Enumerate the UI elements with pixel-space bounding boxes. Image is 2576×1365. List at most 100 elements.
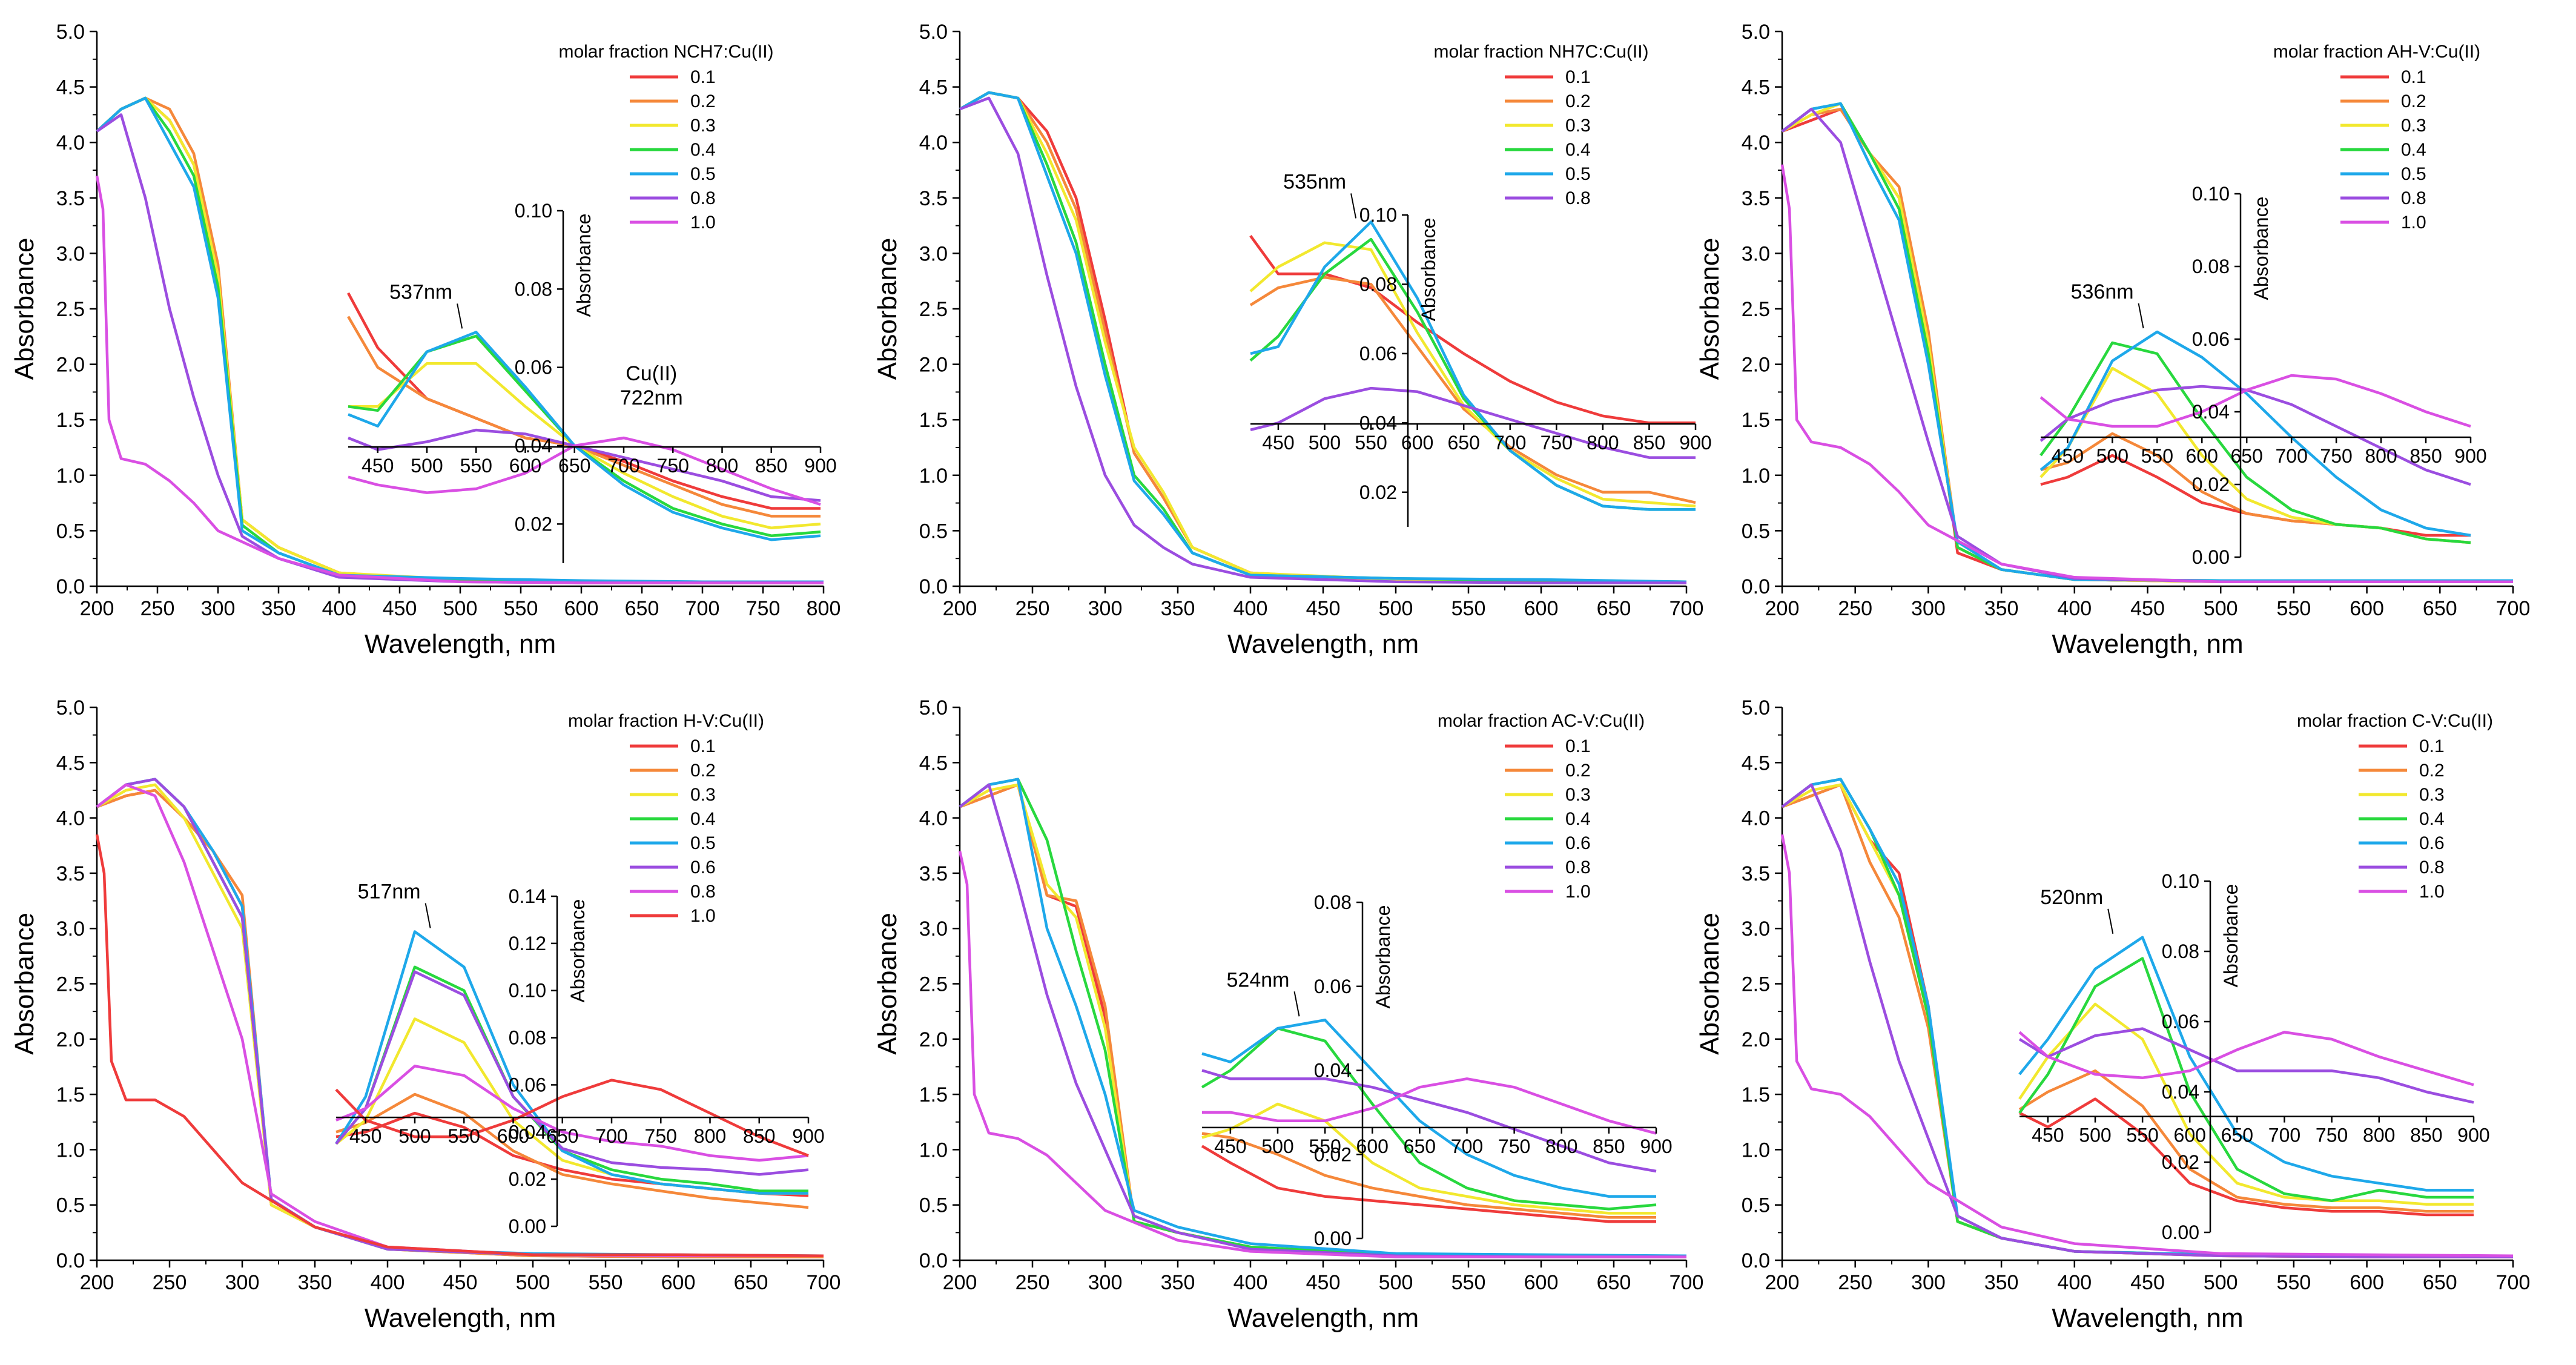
y-tick-label: 2.5	[1742, 298, 1770, 321]
inset-x-tick-label: 550	[1355, 432, 1387, 454]
y-tick-label: 0.0	[56, 1249, 85, 1272]
x-tick-label: 200	[80, 1271, 114, 1294]
y-tick-label: 2.5	[919, 973, 948, 996]
legend-label: 1.0	[690, 906, 716, 926]
x-tick-label: 600	[2350, 597, 2384, 620]
inset-series-line-0-5	[2039, 330, 2471, 537]
y-tick-label: 1.5	[919, 1083, 948, 1106]
inset-series-line-0-8	[1201, 1069, 1657, 1173]
inset-chart: 450 500 550 600 650 700 750 800 850 900 0.00 0.02 0.…	[335, 880, 825, 1237]
y-tick-label: 2.0	[56, 354, 85, 377]
x-tick-label: 450	[2130, 1271, 2165, 1294]
legend-label: 0.2	[1565, 91, 1591, 111]
y-tick-label: 2.0	[919, 1028, 948, 1051]
inset-x-tick-label: 550	[460, 455, 492, 477]
y-tick-label: 0.5	[56, 520, 85, 543]
inset-x-tick-label: 900	[792, 1125, 824, 1147]
x-tick-label: 550	[504, 597, 538, 620]
inset-y-tick-label: 0.08	[509, 1027, 546, 1049]
legend-label: 0.2	[1565, 761, 1591, 781]
x-tick-label: 600	[1524, 1271, 1559, 1294]
inset-series-line-0-6	[1201, 1019, 1656, 1198]
inset-y-tick-label: 0.06	[1359, 343, 1397, 365]
x-axis-title: Wavelength, nm	[365, 629, 556, 659]
legend-label: 0.1	[690, 736, 716, 756]
x-tick-label: 250	[1016, 1271, 1050, 1294]
inset-series-line-0-1	[2019, 1097, 2474, 1217]
legend-label: 0.4	[1565, 809, 1591, 829]
inset-x-tick-label: 850	[2409, 445, 2442, 467]
y-tick-label: 0.5	[1742, 520, 1770, 543]
x-tick-label: 650	[1597, 597, 1631, 620]
inset-x-tick-label: 700	[607, 455, 639, 477]
x-tick-label: 450	[443, 1271, 478, 1294]
y-tick-label: 4.0	[56, 131, 85, 154]
y-tick-label: 2.0	[1742, 1028, 1770, 1051]
legend-label: 0.2	[690, 91, 716, 111]
x-tick-label: 400	[371, 1271, 405, 1294]
inset-series-line-1-0	[2039, 374, 2471, 428]
y-tick-label: 4.0	[1742, 131, 1770, 154]
x-tick-label: 500	[1379, 597, 1413, 620]
inset-series-line-0-2	[1201, 1132, 1656, 1219]
inset-x-tick-label: 600	[1356, 1135, 1389, 1157]
inset-series-line-0-4	[1201, 1026, 1657, 1211]
inset-x-tick-label: 650	[1447, 432, 1479, 454]
inset-chart: 450 500 550 600 650 700 750 800 850 900 0.00 0.02 0.…	[2018, 870, 2490, 1243]
inset-y-tick-label: 0.06	[2162, 1011, 2199, 1033]
inset-y-tick-label: 0.12	[509, 933, 546, 954]
inset-x-tick-label: 850	[743, 1125, 775, 1147]
annotation-leader-line	[1293, 991, 1300, 1017]
x-tick-label: 250	[1016, 597, 1050, 620]
inset-x-tick-label: 800	[706, 455, 738, 477]
series-line-0-6	[1781, 778, 2513, 1257]
inset-x-tick-label: 550	[1309, 1135, 1341, 1157]
y-tick-label: 0.5	[1742, 1194, 1770, 1217]
legend-label: 0.3	[1565, 785, 1591, 805]
inset-y-axis-title: Absorbance	[1372, 905, 1394, 1009]
inset-series-line-0-8	[1250, 386, 1696, 459]
inset-x-tick-label: 850	[2410, 1125, 2442, 1146]
legend-label: 0.4	[2401, 140, 2426, 160]
y-tick-label: 3.0	[56, 917, 85, 940]
y-tick-label: 2.5	[919, 298, 948, 321]
inset-series-line-0-6	[335, 970, 809, 1176]
inset-series-line-0-2	[1249, 276, 1696, 504]
inset-x-tick-label: 750	[1498, 1135, 1530, 1157]
x-tick-label: 350	[1161, 1271, 1195, 1294]
annotation-leader-line	[457, 303, 463, 329]
x-tick-label: 200	[943, 597, 977, 620]
peak-annotation: 537nm	[389, 280, 452, 303]
inset-x-tick-label: 800	[2363, 1125, 2395, 1146]
y-tick-label: 4.0	[1742, 807, 1770, 830]
x-tick-label: 450	[2130, 597, 2165, 620]
y-tick-label: 1.5	[1742, 409, 1770, 432]
x-tick-label: 500	[2204, 1271, 2238, 1294]
inset-y-tick-label: 0.04	[2192, 401, 2230, 423]
x-tick-label: 300	[1088, 1271, 1123, 1294]
legend-label: 0.6	[2419, 833, 2445, 853]
inset-series-line-1-0	[1202, 1077, 1657, 1135]
inset-x-tick-label: 900	[1640, 1135, 1672, 1157]
x-tick-label: 550	[589, 1271, 623, 1294]
inset-series-line-0-1	[1201, 1145, 1656, 1223]
inset-series-line-0-1	[2040, 454, 2471, 537]
inset-y-tick-label: 0.00	[509, 1215, 546, 1237]
x-tick-label: 250	[140, 597, 175, 620]
inset-y-tick-label: 0.10	[1359, 204, 1397, 226]
x-tick-label: 550	[1451, 1271, 1486, 1294]
y-tick-label: 0.0	[56, 575, 85, 598]
legend: molar fraction NH7C:Cu(II) 0.1 0.2 0.3 0.4 0.…	[1433, 42, 1648, 208]
inset-y-tick-label: 0.08	[1314, 891, 1352, 913]
annotation-leader-line	[2138, 303, 2144, 329]
y-axis-title: Absorbance	[1695, 238, 1725, 380]
y-tick-label: 0.5	[919, 520, 948, 543]
x-tick-label: 300	[1911, 597, 1946, 620]
x-tick-label: 550	[2277, 1271, 2311, 1294]
inset-series-line-1-0	[348, 436, 821, 506]
x-tick-label: 650	[2423, 597, 2457, 620]
inset-chart: 450 500 550 600 650 700 750 800 850 900 0.00 0.02 0.…	[1201, 891, 1673, 1249]
inset-series-line-0-5	[348, 331, 821, 541]
legend-label: 1.0	[2419, 882, 2445, 902]
inset-y-tick-label: 0.10	[2162, 870, 2199, 892]
